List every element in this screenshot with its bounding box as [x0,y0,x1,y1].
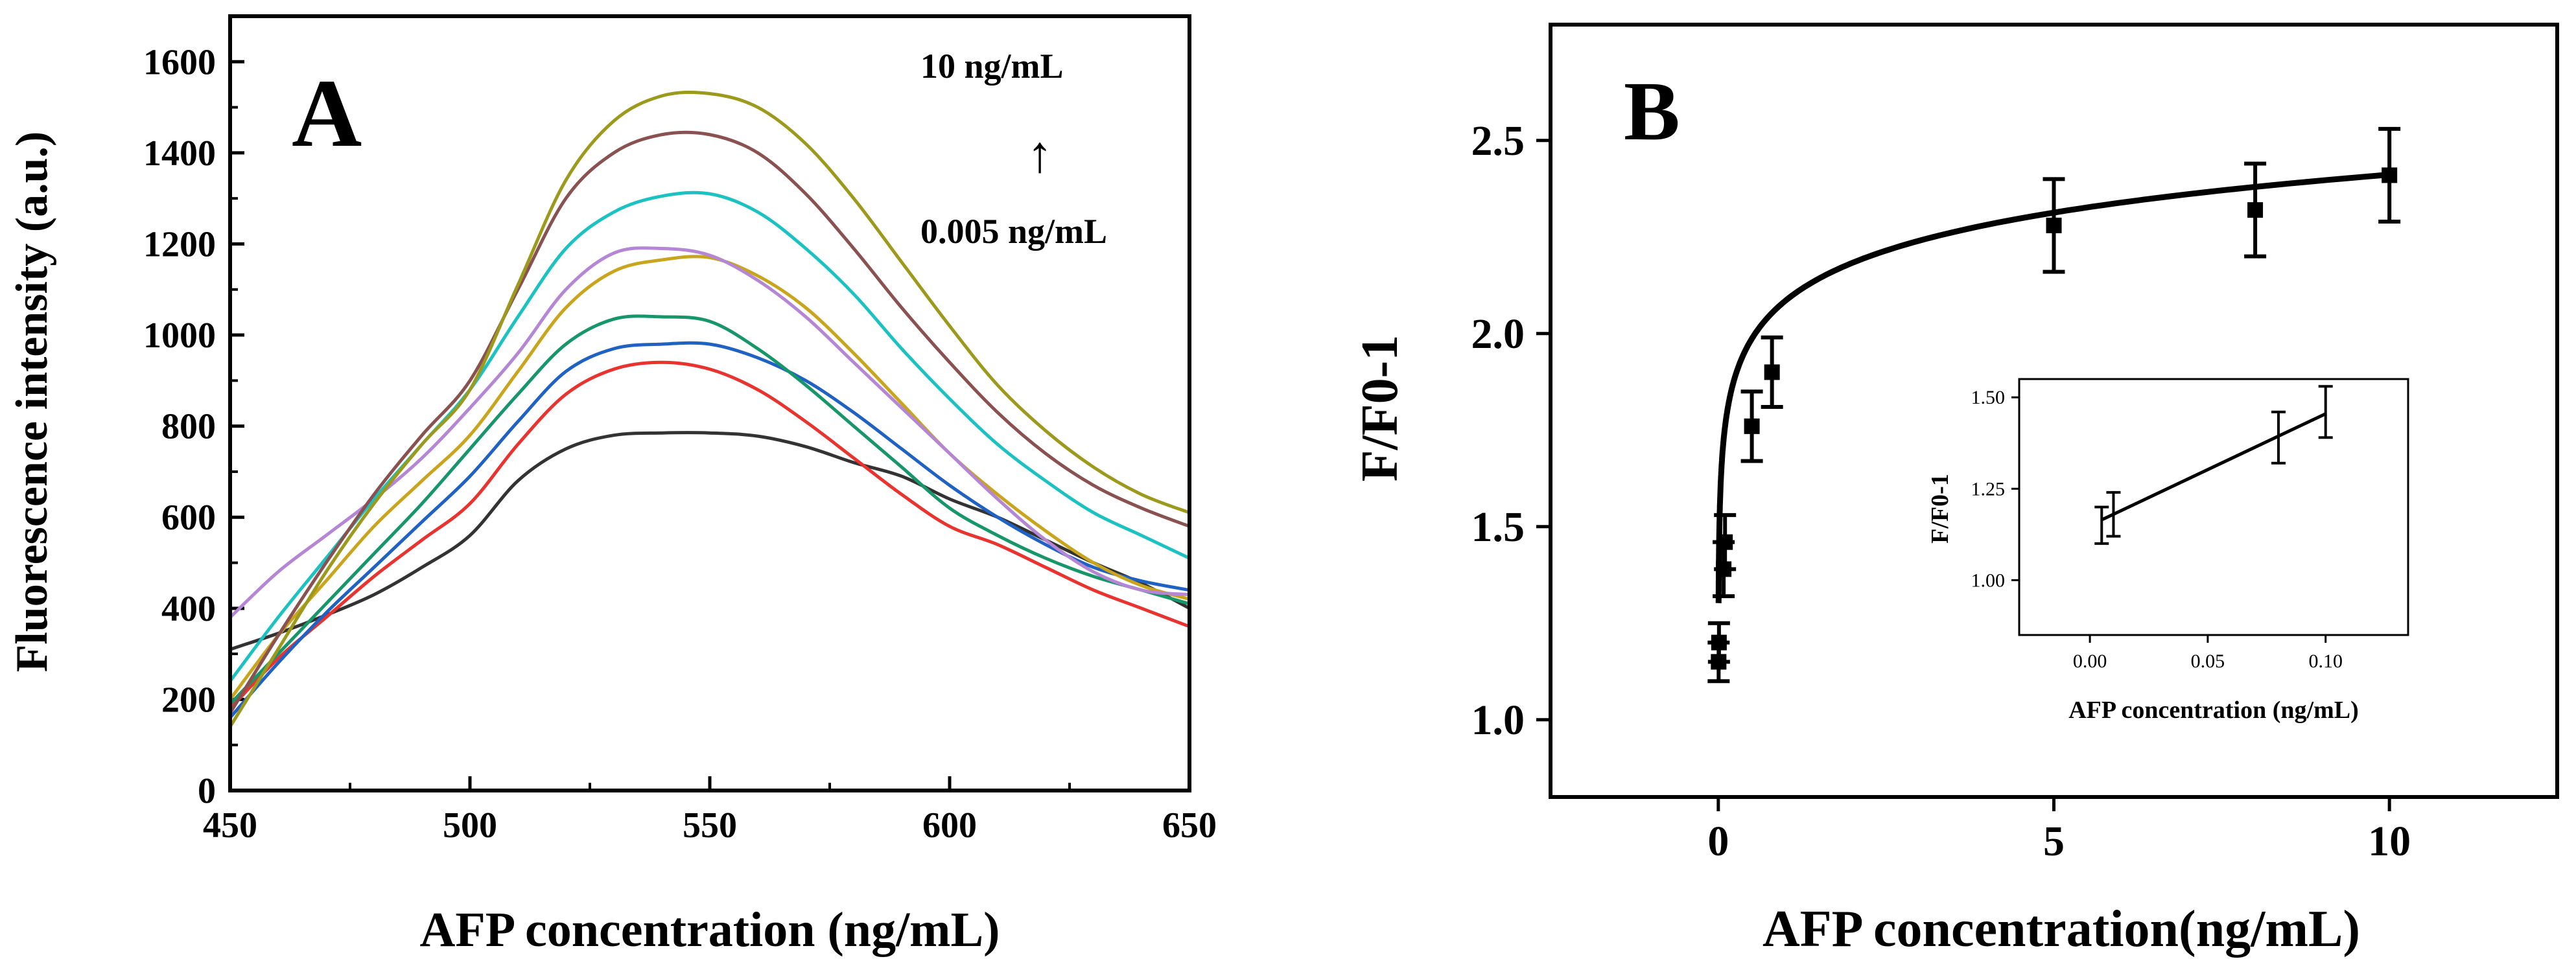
panel-a-xtick-label: 550 [683,805,737,846]
panel-a-series-line [229,191,1191,682]
panel-b-xtick-label: 0 [1707,818,1729,865]
inset-ticks: 0.00 0.05 0.10 1.00 1.25 1.50 [1971,387,2343,672]
panel-b-ytick-label: 1.0 [1471,697,1525,744]
panel-a-xtick-label: 450 [203,805,257,846]
panel-a-series-line [229,360,1190,710]
inset-xtick-label: 0.05 [2191,651,2225,672]
panel-a-series-line [229,341,1190,719]
panel-a: 450 500 550 600 650 0 200 400 600 800 1000 1200 1400… [7,14,1217,957]
panel-a-xtick-label: 500 [443,805,497,846]
panel-a-ytick-label: 600 [161,498,216,538]
panel-b-data-point [1711,634,1727,651]
panel-b-label: B [1624,65,1680,158]
inset-plot: 0.00 0.05 0.10 1.00 1.25 1.50 AFP concentrati… [1926,378,2409,724]
panel-b-points [1707,126,2401,684]
inset-ylabel: F/F0-1 [1926,474,1954,544]
inset-xlabel: AFP concentration (ng/mL) [2068,697,2359,724]
panel-a-series [228,90,1191,728]
panel-a-xtick-label: 650 [1162,805,1217,846]
up-arrow-icon: ↑ [1027,126,1053,183]
panel-a-xtick-label: 600 [922,805,977,846]
panel-a-ytick-label: 400 [161,589,216,629]
panel-b-ylabel: F/F0-1 [1352,335,1409,482]
panel-a-series-line [228,130,1190,714]
panel-b-xtick-label: 5 [2043,818,2065,865]
panel-a-series-line [229,431,1191,651]
panel-a-series-line [229,314,1190,706]
inset-ytick-label: 1.00 [1971,570,2006,591]
panel-a-annotation-bottom: 0.005 ng/mL [920,212,1107,251]
panel-a-ytick-label: 1200 [143,224,216,264]
panel-a-ytick-label: 800 [161,407,216,447]
panel-b-ytick-label: 2.5 [1471,117,1525,165]
panel-a-frame [228,14,1191,792]
inset-xtick-label: 0.10 [2308,651,2343,672]
panel-a-label: A [292,60,362,167]
panel-a-series-line [228,90,1190,728]
panel-b-fit-curve [1715,172,2390,603]
panel-b-data-point [1717,534,1733,550]
panel-a-ytick-label: 1400 [143,133,216,174]
panel-b-data-point [2382,167,2398,183]
panel-a-ytick-label: 200 [161,680,216,720]
panel-a-ticks: 450 500 550 600 650 0 200 400 600 800 1000 1200 1400… [143,42,1217,846]
panel-a-xlabel: AFP concentration (ng/mL) [419,903,1000,957]
panel-b-data-point [2046,217,2062,233]
panel-a-series-line [229,255,1190,700]
panel-b-xtick-label: 10 [2368,818,2411,865]
panel-a-ytick-label: 1600 [143,42,216,82]
panel-b-data-point [2247,202,2264,218]
panel-b-frame [1549,23,2559,799]
inset-ytick-label: 1.50 [1971,387,2006,408]
panel-a-ylabel: Fluorescence intensity (a.u.) [7,132,57,673]
inset-fit-line [2101,412,2326,522]
inset-points [2094,385,2333,545]
inset-ytick-label: 1.25 [1971,478,2006,500]
panel-a-annotation-top: 10 ng/mL [920,47,1064,86]
panel-b-data-point [1764,364,1780,380]
inset-xtick-label: 0.00 [2073,651,2107,672]
panel-b: 0 5 10 1.0 1.5 2.0 2.5 B AFP concentration(ng/… [1352,23,2559,958]
inset-frame [2018,378,2409,636]
panel-b-ytick-label: 1.5 [1471,503,1525,551]
panel-b-data-point [1744,418,1760,434]
panel-b-ticks: 0 5 10 1.0 1.5 2.0 2.5 [1471,117,2411,865]
panel-a-ytick-label: 1000 [143,316,216,356]
panel-b-xlabel: AFP concentration(ng/mL) [1762,901,2360,958]
panel-b-ytick-label: 2.0 [1471,310,1525,358]
panel-a-ytick-label: 0 [198,771,216,811]
